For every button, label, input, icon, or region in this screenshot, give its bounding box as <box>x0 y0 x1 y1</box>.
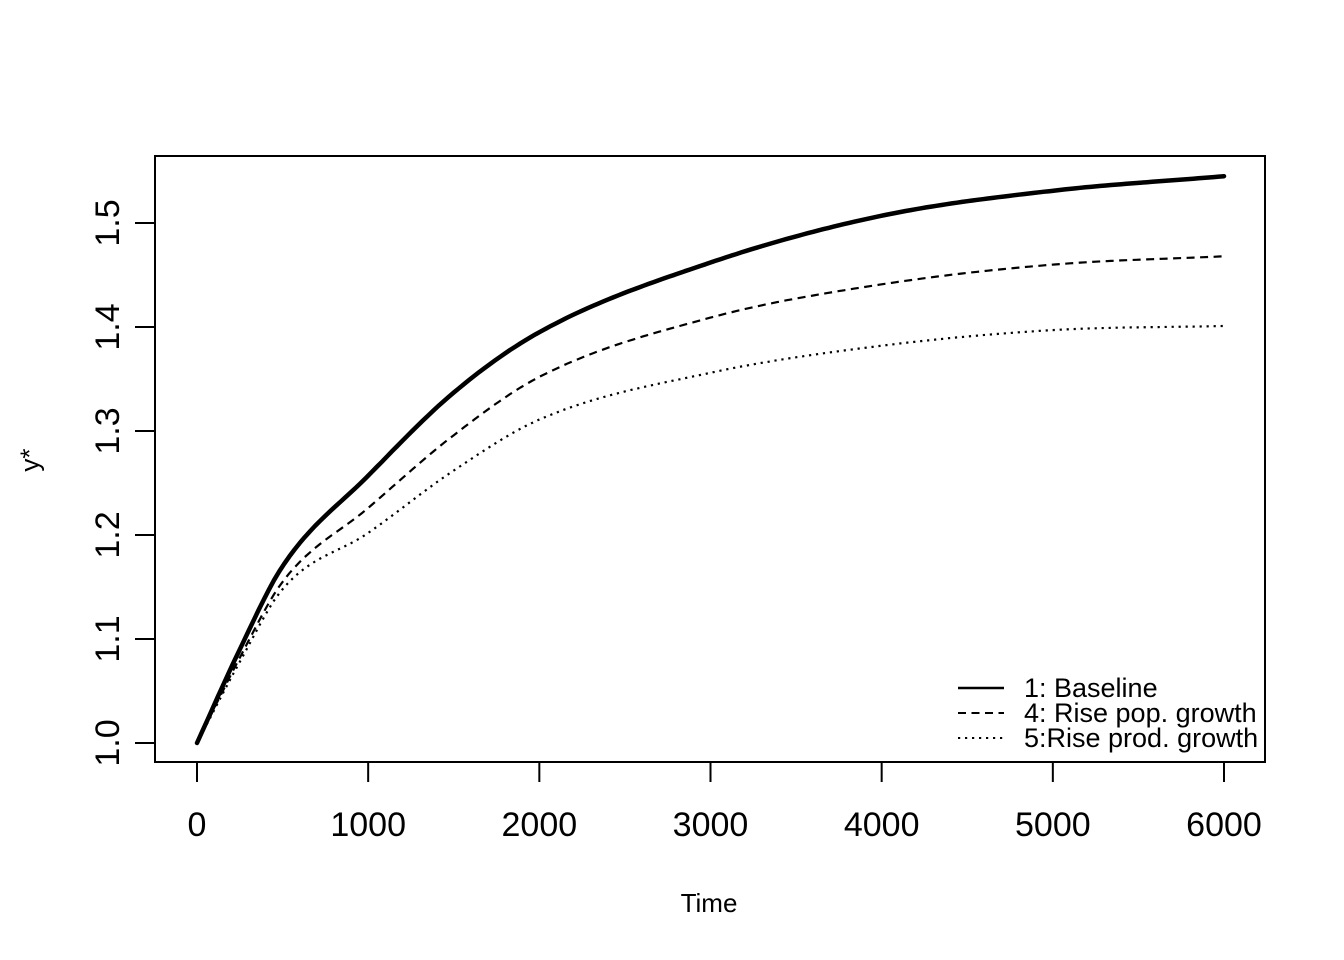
x-tick-label: 6000 <box>1186 806 1262 844</box>
y-axis-title: y* <box>14 448 45 472</box>
y-tick-label: 1.2 <box>89 511 127 558</box>
legend-label: 1: Baseline <box>1024 673 1158 703</box>
legend-label: 5:Rise prod. growth <box>1024 723 1258 753</box>
plot-box <box>154 155 1266 763</box>
series-curve-3-dotted <box>196 324 1225 744</box>
x-tick-label: 3000 <box>673 806 749 844</box>
legend-label: 4: Rise pop. growth <box>1024 698 1257 728</box>
y-tick-label: 1.5 <box>89 199 127 246</box>
x-axis-title: Time <box>680 888 738 918</box>
x-tick-label: 5000 <box>1015 806 1091 844</box>
x-tick-label: 2000 <box>502 806 578 844</box>
x-tick-label: 4000 <box>844 806 920 844</box>
x-tick-label: 1000 <box>330 806 406 844</box>
y-tick-label: 1.4 <box>89 303 127 350</box>
series-curve-1-solid <box>194 173 1227 746</box>
series-curve-2-dashed <box>196 255 1225 744</box>
x-tick-label: 0 <box>188 806 207 844</box>
y-tick-label: 1.1 <box>89 615 127 662</box>
y-tick-label: 1.3 <box>89 407 127 454</box>
y-tick-label: 1.0 <box>89 719 127 766</box>
